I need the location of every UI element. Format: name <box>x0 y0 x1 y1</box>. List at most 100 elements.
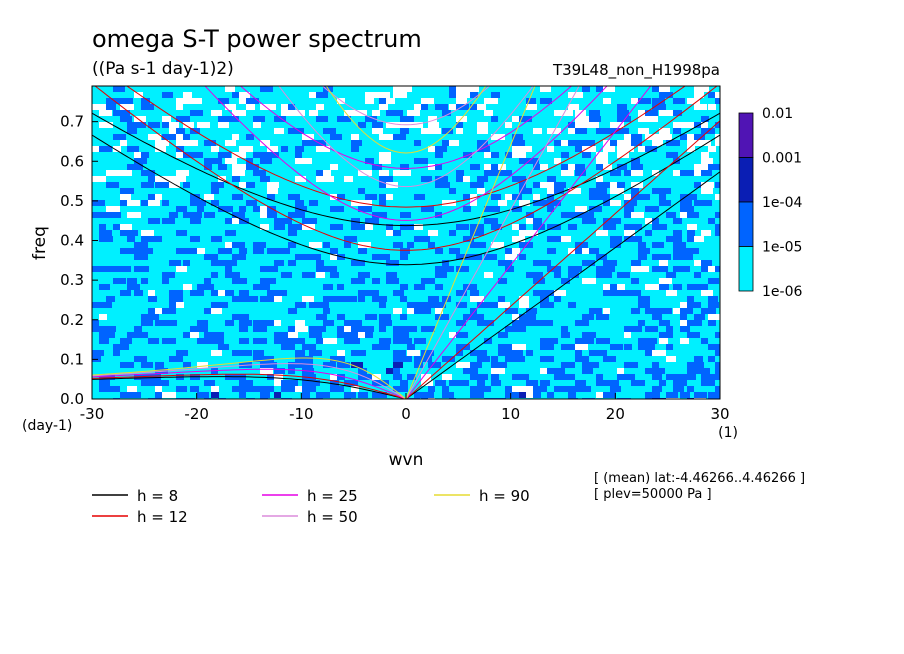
power-cell <box>610 236 622 242</box>
power-cell <box>505 122 512 128</box>
power-cell <box>330 374 343 380</box>
power-cell <box>533 260 540 266</box>
power-cell <box>477 230 484 236</box>
power-cell <box>365 116 377 122</box>
power-cell <box>330 380 339 386</box>
power-cell <box>106 374 115 380</box>
power-cell <box>379 176 393 182</box>
power-cell <box>491 116 498 122</box>
power-cell <box>575 212 588 218</box>
power-cell <box>379 302 386 308</box>
power-cell <box>351 218 360 224</box>
power-cell <box>575 320 589 326</box>
power-cell <box>239 92 250 98</box>
power-cell <box>477 374 488 380</box>
power-cell <box>113 134 126 140</box>
power-cell <box>708 344 718 350</box>
power-cell <box>113 266 125 272</box>
power-cell <box>631 164 643 170</box>
power-cell <box>575 92 583 98</box>
power-cell <box>372 296 383 302</box>
x-tick-label: -10 <box>289 405 314 423</box>
power-cell <box>596 86 607 92</box>
power-cell <box>428 128 441 134</box>
power-cell <box>99 284 110 290</box>
power-cell <box>134 356 147 362</box>
power-cell <box>204 278 211 284</box>
power-cell <box>344 338 351 344</box>
power-cell <box>421 374 431 380</box>
power-cell <box>617 290 631 296</box>
colorbar-label: 1e-04 <box>762 195 802 211</box>
power-cell <box>652 314 662 320</box>
power-cell <box>148 194 159 200</box>
power-cell <box>351 338 360 344</box>
power-cell <box>169 356 183 362</box>
power-cell <box>694 260 703 266</box>
power-cell <box>134 392 141 398</box>
power-cell <box>162 218 175 224</box>
power-cell <box>456 92 470 98</box>
power-cell <box>204 254 218 260</box>
power-cell <box>512 236 525 242</box>
power-cell <box>603 218 615 224</box>
power-cell <box>484 170 495 176</box>
power-cell <box>148 338 159 344</box>
power-cell <box>225 290 234 296</box>
power-cell <box>568 344 577 350</box>
power-cell <box>603 308 610 314</box>
power-cell <box>120 188 134 194</box>
legend: h = 8 h = 12 h = 25 h = 50 h = 90 <box>92 487 530 526</box>
power-cell <box>288 212 297 218</box>
power-cell <box>470 296 484 302</box>
power-cell <box>113 212 121 218</box>
power-cell <box>470 386 478 392</box>
power-cell <box>519 188 532 194</box>
x-tick-label: 10 <box>501 405 520 423</box>
power-cell <box>477 380 485 386</box>
power-cell <box>428 146 441 152</box>
power-cell <box>190 290 203 296</box>
power-cell <box>505 326 512 332</box>
power-cell <box>554 182 566 188</box>
power-cell <box>659 308 672 314</box>
power-cell <box>449 86 459 92</box>
dispersion-curves <box>92 86 720 399</box>
power-cell <box>379 158 391 164</box>
power-cell <box>624 140 633 146</box>
power-cell <box>666 236 676 242</box>
power-cell <box>638 242 646 248</box>
dispersion-curve <box>92 134 720 266</box>
power-cell <box>652 392 660 398</box>
x-tick-label: -20 <box>184 405 209 423</box>
power-cell <box>575 164 585 170</box>
power-cell <box>400 170 411 176</box>
power-cell <box>575 116 589 122</box>
power-cell <box>561 236 571 242</box>
power-cell <box>687 320 699 326</box>
power-cell <box>302 392 310 398</box>
power-cell <box>484 320 494 326</box>
power-cell <box>526 380 538 386</box>
power-cell <box>351 350 362 356</box>
power-cell <box>134 242 148 248</box>
power-cell <box>589 194 597 200</box>
power-cell <box>687 248 699 254</box>
power-cell <box>260 104 268 110</box>
power-cell <box>372 254 379 260</box>
power-cell <box>281 332 290 338</box>
power-cell <box>582 152 591 158</box>
power-cell <box>652 218 659 224</box>
power-cell <box>134 290 143 296</box>
power-cell <box>288 380 298 386</box>
power-cell <box>673 236 682 242</box>
power-cell <box>281 386 295 392</box>
dispersion-curve <box>239 86 573 169</box>
power-cell <box>694 314 705 320</box>
power-cell <box>197 362 208 368</box>
power-cell <box>155 194 162 200</box>
chart-title: omega S-T power spectrum <box>92 25 422 53</box>
colorbar-label: 0.001 <box>762 151 802 167</box>
power-cell <box>526 98 536 104</box>
power-cell <box>113 386 120 392</box>
